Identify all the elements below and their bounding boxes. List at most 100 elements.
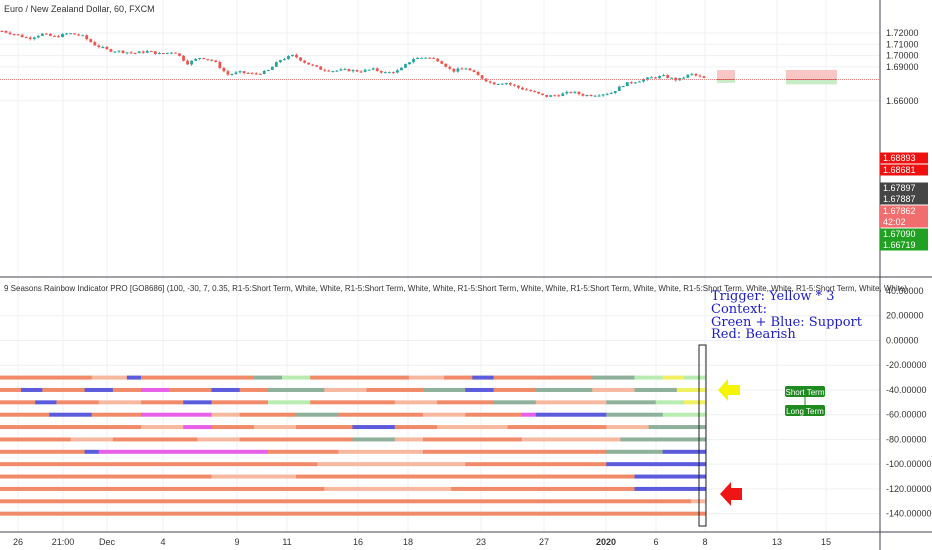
price-tag-bg — [880, 205, 928, 217]
price-tick-label: 1.72000 — [886, 28, 919, 38]
indicator-tick-label: -100.00000 — [886, 459, 932, 469]
candle-body — [375, 68, 379, 71]
candle-body — [646, 77, 649, 80]
stop-zone — [786, 69, 837, 80]
rainbow-segment — [56, 400, 100, 405]
candle-body — [194, 58, 198, 61]
candle-body — [351, 70, 355, 72]
candle-body — [24, 37, 28, 39]
candle-body — [529, 90, 532, 92]
rainbow-segment — [592, 387, 635, 392]
candle-body — [573, 91, 577, 93]
rainbow-segment — [535, 400, 607, 405]
rainbow-segment — [592, 375, 635, 380]
x-axis-ticks: 26 21:00 Dec 4 9 11 16 18 23 27 2020 6 8 13 15 — [13, 537, 831, 547]
price-tag-label: 1.66719 — [883, 240, 916, 250]
x-tick-label: 4 — [160, 537, 165, 547]
candle-body — [12, 34, 16, 36]
rainbow-segment — [472, 375, 494, 380]
rainbow-segment — [239, 437, 353, 442]
candle-body — [371, 68, 375, 70]
candle-body — [347, 69, 351, 72]
rainbow-segment — [141, 387, 170, 392]
candle-body — [218, 61, 222, 69]
candle-body — [28, 37, 32, 39]
price-tag-bg — [880, 164, 928, 176]
candle-body — [621, 86, 625, 88]
candle-body — [476, 72, 480, 76]
rainbow-segment — [683, 400, 706, 405]
rainbow-segment — [282, 375, 311, 380]
candle-body — [525, 89, 528, 91]
candle-body — [658, 76, 662, 79]
candle-body — [238, 71, 242, 73]
rainbow-segment — [465, 412, 523, 417]
x-tick-label: 15 — [821, 537, 831, 547]
rainbow-segment — [394, 425, 438, 430]
candle-body — [234, 72, 238, 74]
term-badges: Short Term Long Term — [785, 386, 825, 416]
rainbow-segment — [0, 486, 325, 491]
x-tick-label: 2020 — [596, 537, 616, 547]
x-tick-label: 23 — [476, 537, 486, 547]
rainbow-segment — [211, 474, 297, 479]
x-tick-label: 8 — [702, 537, 707, 547]
candle-body — [105, 46, 109, 50]
price-tag-bg — [880, 239, 928, 251]
candle-body — [448, 66, 452, 69]
candle-body — [299, 57, 302, 61]
candle-body — [307, 62, 311, 65]
rainbow-segment — [296, 425, 353, 430]
rainbow-segment — [324, 486, 452, 491]
indicator-tick-label: 0.00000 — [886, 335, 919, 345]
candle-body — [565, 91, 569, 94]
rainbow-segment — [437, 425, 509, 430]
rainbow-segment — [211, 387, 241, 392]
rainbow-segment — [296, 474, 635, 479]
rainbow-segment — [0, 387, 22, 392]
candle-body — [258, 73, 262, 75]
price-tag-bg — [880, 216, 928, 228]
rainbow-segment — [324, 387, 368, 392]
candle-body — [416, 57, 419, 60]
rainbow-segment — [0, 425, 142, 430]
candle-body — [121, 50, 125, 53]
candle-body — [690, 73, 694, 75]
x-tick-label: 9 — [234, 537, 239, 547]
price-tick-label: 1.69000 — [886, 62, 919, 72]
candle-body — [460, 68, 464, 70]
candle-body — [141, 51, 145, 53]
candle-body — [81, 35, 85, 37]
candle-body — [456, 68, 460, 72]
candle-body — [444, 63, 448, 67]
candle-body — [323, 69, 327, 71]
rainbow-segment — [394, 400, 438, 405]
candle-body — [557, 95, 561, 97]
indicator-tick-label: -140.00000 — [886, 509, 932, 519]
rainbow-segment — [0, 499, 692, 504]
rainbow-segment — [366, 387, 424, 392]
rainbow-segment — [21, 387, 43, 392]
rainbow-segment — [239, 387, 269, 392]
rainbow-segment — [606, 425, 650, 430]
rainbow-segment — [535, 387, 593, 392]
candle-body — [254, 73, 258, 75]
rainbow-segment — [535, 412, 607, 417]
candle-body — [412, 59, 415, 63]
rainbow-segment — [98, 449, 121, 454]
candle-body — [4, 30, 8, 33]
candle-body — [488, 81, 492, 83]
rainbow-segment — [394, 437, 424, 442]
rainbow-segment — [493, 400, 537, 405]
candle-body — [270, 66, 274, 70]
rainbow-segment — [648, 425, 706, 430]
candle-body — [662, 75, 666, 77]
rainbow-segment — [84, 449, 100, 454]
annotation-text: Trigger: Yellow * 3 Context: Green + Blu… — [711, 289, 863, 342]
rainbow-segment — [423, 412, 466, 417]
candle-body — [383, 72, 387, 74]
candle-body — [283, 59, 286, 61]
candle-body — [541, 93, 545, 95]
price-tag-label: 1.68893 — [883, 153, 916, 163]
candle-body — [674, 77, 678, 81]
